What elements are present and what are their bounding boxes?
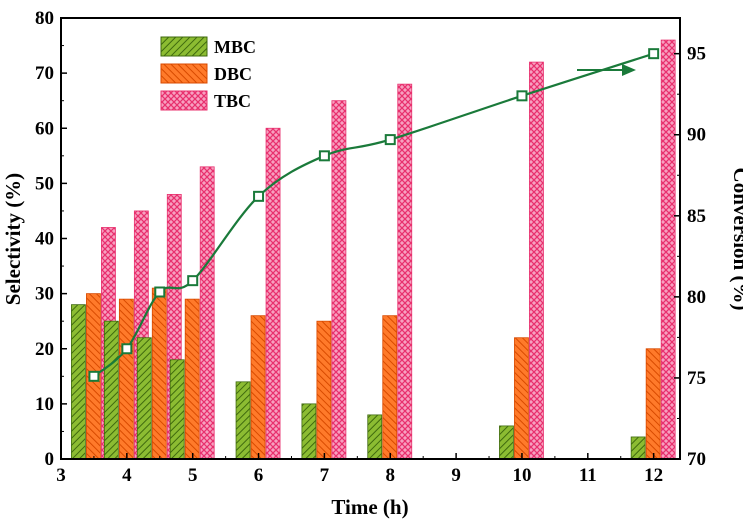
bar-mbc-5 — [169, 359, 185, 460]
bars-layer — [71, 39, 676, 460]
bar-mbc-12 — [630, 436, 646, 460]
y-tick-label-10: 10 — [35, 394, 54, 415]
bar-dbc-10 — [514, 337, 529, 460]
y-tick-label-20: 20 — [35, 339, 54, 360]
bar-dbc-8 — [382, 315, 398, 460]
legend-swatch-mbc — [160, 36, 208, 57]
bar-mbc-6 — [235, 381, 251, 460]
bar-dbc-7 — [316, 320, 332, 460]
legend: MBC DBC TBC — [160, 36, 256, 111]
bar-dbc-12 — [645, 348, 661, 460]
y-tick-label-40: 40 — [35, 229, 54, 250]
ticks-layer: 3 4 5 6 7 8 9 10 11 12 0 10 20 30 40 50 60 70 80 70 75 80 85 90… — [35, 8, 706, 486]
x-tick-label-3: 3 — [56, 465, 66, 486]
x-tick-label-6: 6 — [254, 465, 264, 486]
conversion-line — [93, 52, 654, 378]
conversion-line-layer — [88, 48, 660, 382]
bar-tbc-6 — [265, 127, 281, 460]
bar-dbc-4.5 — [151, 287, 167, 460]
y2-tick-label-85: 85 — [687, 206, 706, 227]
x-tick-label-8: 8 — [386, 465, 396, 486]
bar-tbc-8 — [397, 83, 413, 460]
x-tick-label-7: 7 — [320, 465, 330, 486]
bar-mbc-4.5 — [136, 337, 152, 460]
conversion-point-7 — [318, 150, 330, 162]
conversion-point-6 — [253, 190, 265, 202]
bar-tbc-5 — [199, 166, 215, 460]
x-tick-label-12: 12 — [644, 465, 663, 486]
y-axis-title: Selectivity (%) — [1, 173, 25, 305]
bar-mbc-7 — [301, 403, 317, 460]
bar-tbc-12 — [660, 39, 676, 460]
legend-label-tbc: TBC — [214, 91, 251, 111]
y-tick-label-0: 0 — [45, 449, 55, 470]
bar-dbc-4 — [118, 298, 134, 460]
bar-mbc-4 — [103, 320, 119, 460]
conversion-point-10 — [516, 90, 528, 102]
bar-tbc-7 — [331, 100, 347, 460]
bar-tbc-10 — [529, 61, 544, 460]
bar-mbc-10 — [499, 425, 514, 460]
legend-swatch-dbc — [160, 63, 208, 84]
conversion-point-4.5 — [154, 286, 166, 298]
y2-tick-label-80: 80 — [687, 287, 706, 308]
conversion-axis-arrow — [577, 64, 636, 76]
conversion-point-4 — [121, 343, 133, 355]
bar-dbc-6 — [250, 315, 266, 460]
y-tick-label-80: 80 — [35, 8, 54, 29]
y2-tick-label-75: 75 — [687, 368, 706, 389]
x-tick-label-11: 11 — [579, 465, 597, 486]
legend-label-mbc: MBC — [214, 37, 256, 57]
conversion-point-3.5 — [88, 370, 100, 382]
y2-axis-title: Conversion (%) — [729, 168, 743, 311]
x-axis-title: Time (h) — [331, 495, 408, 519]
y2-tick-label-95: 95 — [687, 44, 706, 65]
y-tick-label-30: 30 — [35, 284, 54, 305]
legend-label-dbc: DBC — [214, 64, 252, 84]
x-tick-label-4: 4 — [122, 465, 132, 486]
y-tick-label-50: 50 — [35, 173, 54, 194]
x-tick-label-9: 9 — [451, 465, 461, 486]
bar-mbc-8 — [367, 414, 383, 460]
conversion-point-8 — [384, 134, 396, 146]
conversion-point-12 — [648, 48, 660, 60]
y2-tick-label-90: 90 — [687, 125, 706, 146]
legend-swatch-tbc — [160, 90, 208, 111]
y2-tick-label-70: 70 — [687, 449, 706, 470]
x-tick-label-5: 5 — [188, 465, 198, 486]
conversion-point-5 — [187, 275, 199, 287]
y-tick-label-70: 70 — [35, 63, 54, 84]
y-tick-label-60: 60 — [35, 118, 54, 139]
x-tick-label-10: 10 — [512, 465, 531, 486]
bar-dbc-5 — [184, 298, 200, 460]
bar-mbc-3.5 — [71, 304, 86, 460]
